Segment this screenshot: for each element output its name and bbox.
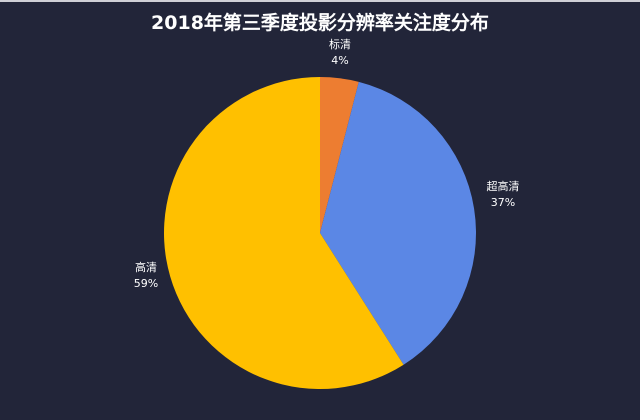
pie-slice-0 <box>320 77 359 233</box>
slice-label-2: 高清 <box>135 260 157 274</box>
slice-value-label-0: 4% <box>331 54 348 67</box>
slice-value-label-1: 37% <box>491 196 515 209</box>
pie-slice-2 <box>163 76 404 389</box>
top-border <box>0 0 640 2</box>
pie-slice-1 <box>320 81 477 365</box>
chart-title: 2018年第三季度投影分辨率关注度分布 <box>151 12 489 34</box>
slice-label-1: 超高清 <box>487 179 520 193</box>
slice-value-label-2: 59% <box>134 277 158 290</box>
slice-label-0: 标清 <box>329 37 351 51</box>
